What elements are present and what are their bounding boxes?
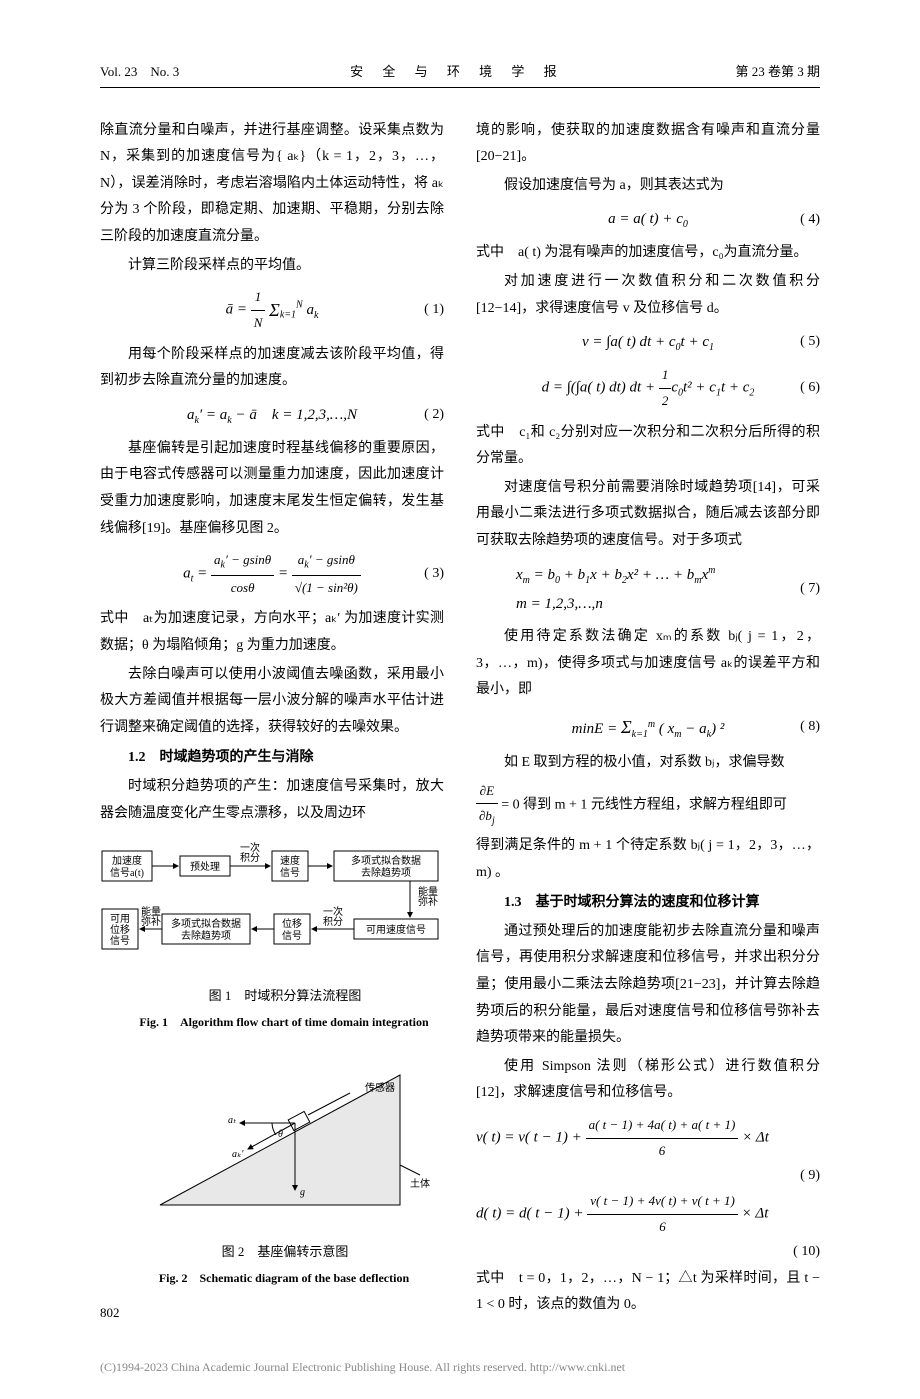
eq-num: ( 6)	[800, 375, 820, 402]
eq-num: ( 4)	[800, 207, 820, 234]
text: = 0 得到 m + 1 元线性方程组，求解方程组即可	[501, 797, 787, 812]
svg-text:预处理: 预处理	[190, 861, 220, 873]
paragraph: 基座偏转是引起加速度时程基线偏移的重要原因，由于电容式传感器可以测量重力加速度，…	[100, 436, 444, 542]
flowchart-svg: 加速度信号a(t) 预处理 一次积分 速度信号 多项式拟合数据去除趋势项 能量弥…	[100, 839, 440, 969]
equation-5: v = ∫a( t) dt + c0t + c1 ( 5)	[476, 328, 820, 357]
content-columns: 除直流分量和白噪声，并进行基座调整。设采集点数为 N，采集到的加速度信号为{ a…	[100, 118, 820, 1326]
paragraph: ∂E∂bj = 0 得到 m + 1 元线性方程组，求解方程组即可	[476, 779, 820, 831]
paragraph: 除直流分量和白噪声，并进行基座调整。设采集点数为 N，采集到的加速度信号为{ a…	[100, 118, 444, 251]
figure-2: 传感器 土体 aₜ aₖ′ g θ	[100, 1045, 444, 1236]
paragraph: 时域积分趋势项的产生：加速度信号采集时，放大器会随温度变化产生零点漂移，以及周边…	[100, 774, 444, 827]
eq-num: ( 8)	[800, 714, 820, 741]
eq9-num-line: ( 9)	[476, 1169, 820, 1183]
svg-text:g: g	[300, 1187, 305, 1198]
paragraph: 用每个阶段采样点的加速度减去该阶段平均值，得到初步去除直流分量的加速度。	[100, 342, 444, 395]
fig2-caption-cn: 图 2 基座偏转示意图	[100, 1240, 444, 1265]
equation-10: d( t) = d( t − 1) + v( t − 1) + 4v( t) +…	[476, 1189, 820, 1239]
paragraph: 式中 t = 0，1，2，…，N − 1；△t 为采样时间，且 t − 1 < …	[476, 1266, 820, 1319]
section-1-3: 1.3 基于时域积分算法的速度和位移计算	[476, 890, 820, 917]
svg-text:信号: 信号	[280, 867, 300, 879]
equation-2: ak′ = ak − ā k = 1,2,3,…,N ( 2)	[100, 401, 444, 430]
svg-text:θ: θ	[278, 1129, 283, 1140]
svg-text:位移: 位移	[110, 923, 130, 936]
paragraph: 使用待定系数法确定 xₘ的系数 bⱼ( j = 1，2，3，…，m)，使得多项式…	[476, 624, 820, 704]
paragraph: 去除白噪声可以使用小波阈值去噪函数，采用最小极大方差阈值并根据每一层小波分解的噪…	[100, 662, 444, 742]
svg-text:信号: 信号	[282, 930, 302, 942]
equation-7: xm = b0 + b1x + b2x² + … + bmxm m = 1,2,…	[476, 561, 820, 619]
eq10-num-line: ( 10)	[476, 1246, 820, 1260]
svg-text:土体: 土体	[410, 1177, 430, 1190]
eq-num: ( 2)	[424, 402, 444, 429]
svg-text:弥补: 弥补	[141, 915, 161, 928]
paragraph: 对加速度进行一次数值积分和二次数值积分[12−14]，求得速度信号 v 及位移信…	[476, 269, 820, 322]
svg-text:aₖ′: aₖ′	[232, 1149, 244, 1160]
fig2-caption-en: Fig. 2 Schematic diagram of the base def…	[100, 1267, 444, 1290]
right-column: 境的影响，使获取的加速度数据含有噪声和直流分量[20−21]。 假设加速度信号为…	[476, 118, 820, 1326]
figure-1: 加速度信号a(t) 预处理 一次积分 速度信号 多项式拟合数据去除趋势项 能量弥…	[100, 839, 444, 980]
header-center: 安 全 与 环 境 学 报	[350, 60, 565, 85]
svg-text:去除趋势项: 去除趋势项	[181, 929, 231, 942]
header-left: Vol. 23 No. 3	[100, 60, 179, 85]
equation-4: a = a( t) + c0 ( 4)	[476, 205, 820, 234]
header-right: 第 23 卷第 3 期	[735, 60, 820, 85]
svg-text:可用: 可用	[110, 914, 130, 925]
eq-num: ( 7)	[800, 576, 820, 603]
paragraph: 使用 Simpson 法则（梯形公式）进行数值积分[12]，求解速度信号和位移信…	[476, 1054, 820, 1107]
svg-text:位移: 位移	[282, 917, 302, 930]
paragraph: 式中 aₜ为加速度记录，方向水平；aₖ′ 为加速度计实测数据；θ 为塌陷倾角；g…	[100, 606, 444, 659]
svg-text:传感器: 传感器	[365, 1081, 395, 1094]
svg-text:可用速度信号: 可用速度信号	[366, 923, 426, 936]
paragraph: 如 E 取到方程的极小值，对系数 bⱼ，求偏导数	[476, 750, 820, 777]
eq-num: ( 3)	[424, 561, 444, 588]
eq-num: ( 1)	[424, 297, 444, 324]
equation-6: d = ∫(∫a( t) dt) dt + 12c0t² + c1t + c2 …	[476, 363, 820, 413]
equation-3: at = ak′ − gsinθcosθ = ak′ − gsinθ√(1 − …	[100, 548, 444, 600]
svg-text:弥补: 弥补	[418, 895, 438, 908]
svg-text:速度: 速度	[280, 854, 300, 867]
page-header: Vol. 23 No. 3 安 全 与 环 境 学 报 第 23 卷第 3 期	[100, 60, 820, 88]
paragraph: 得到满足条件的 m + 1 个待定系数 bⱼ( j = 1，2，3，…，m) 。	[476, 833, 820, 886]
svg-text:信号a(t): 信号a(t)	[110, 867, 144, 879]
eq-num: ( 5)	[800, 329, 820, 356]
paragraph: 通过预处理后的加速度能初步去除直流分量和噪声信号，再使用积分求解速度和位移信号，…	[476, 919, 820, 1052]
fig1-caption-cn: 图 1 时域积分算法流程图	[100, 984, 444, 1009]
deflection-svg: 传感器 土体 aₜ aₖ′ g θ	[100, 1045, 440, 1225]
svg-text:积分: 积分	[323, 916, 343, 928]
paragraph: 对速度信号积分前需要消除时域趋势项[14]，可采用最小二乘法进行多项式数据拟合，…	[476, 475, 820, 555]
equation-1: ā = 1N Σk=1N ak ( 1)	[100, 285, 444, 335]
paragraph: 式中 c₁和 c₂分别对应一次积分和二次积分后所得的积分常量。	[476, 420, 820, 473]
paragraph: 境的影响，使获取的加速度数据含有噪声和直流分量[20−21]。	[476, 118, 820, 171]
paragraph: 式中 a( t) 为混有噪声的加速度信号，c₀为直流分量。	[476, 240, 820, 267]
paragraph: 计算三阶段采样点的平均值。	[100, 253, 444, 280]
paragraph: 假设加速度信号为 a，则其表达式为	[476, 173, 820, 200]
svg-text:积分: 积分	[240, 852, 260, 864]
equation-8: minE = Σk=1m ( xm − ak) ² ( 8)	[476, 710, 820, 744]
svg-text:多项式拟合数据: 多项式拟合数据	[171, 917, 241, 930]
equation-9: v( t) = v( t − 1) + a( t − 1) + 4a( t) +…	[476, 1113, 820, 1163]
page-number: 802	[100, 1301, 444, 1326]
svg-text:多项式拟合数据: 多项式拟合数据	[351, 854, 421, 867]
svg-text:去除趋势项: 去除趋势项	[361, 866, 411, 879]
svg-text:aₜ: aₜ	[228, 1115, 237, 1126]
flow-box: 加速度	[112, 854, 142, 867]
left-column: 除直流分量和白噪声，并进行基座调整。设采集点数为 N，采集到的加速度信号为{ a…	[100, 118, 444, 1326]
fig1-caption-en: Fig. 1 Algorithm flow chart of time doma…	[100, 1011, 444, 1034]
svg-text:信号: 信号	[110, 935, 130, 947]
section-1-2: 1.2 时域趋势项的产生与消除	[100, 745, 444, 772]
footer: (C)1994-2023 China Academic Journal Elec…	[100, 1356, 820, 1379]
